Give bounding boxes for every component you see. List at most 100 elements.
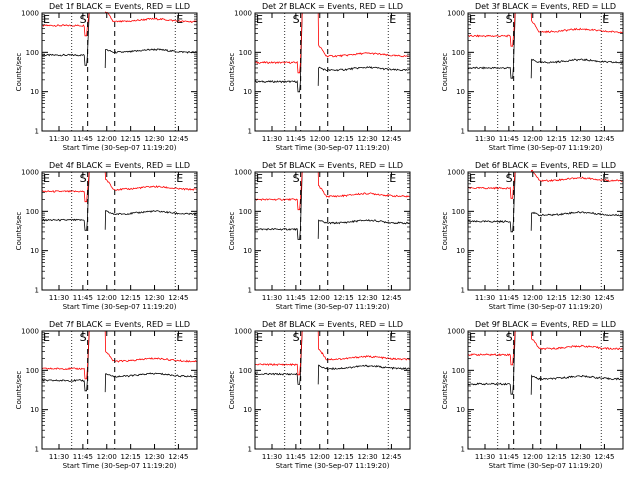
chart-panel: Det 8f BLACK = Events, RED = LLD E S E 1 10 10…: [228, 320, 411, 470]
x-tick-label: 11:45: [286, 135, 306, 143]
x-tick-label: 12:30: [570, 453, 590, 461]
y-axis-label: Counts/sec: [441, 53, 449, 92]
marker-source-label: S: [506, 13, 513, 26]
y-axis-label: Counts/sec: [15, 212, 23, 251]
x-tick-label: 12:00: [310, 135, 330, 143]
y-tick-label: 1000: [234, 169, 252, 177]
y-tick-label: 1000: [447, 10, 465, 18]
y-tick-label: 1: [35, 446, 39, 454]
y-tick-label: 1000: [234, 10, 252, 18]
series-line-events-after: [317, 219, 410, 239]
plot-frame: [41, 12, 198, 132]
marker-start-label: E: [256, 172, 263, 185]
series-line-lld: [467, 12, 516, 47]
series-line-events: [467, 12, 516, 79]
x-tick-label: 11:45: [499, 453, 519, 461]
x-axis-label: Start Time (30-Sep-07 11:19:20): [276, 462, 390, 470]
x-tick-label: 12:45: [168, 135, 188, 143]
y-tick-label: 10: [30, 406, 39, 414]
y-axis-label: Counts/sec: [15, 371, 23, 410]
y-axis-label: Counts/sec: [228, 371, 236, 410]
y-tick-label: 1: [248, 128, 252, 136]
x-tick-label: 12:45: [168, 453, 188, 461]
chart-panel: Det 6f BLACK = Events, RED = LLD E S E 1 10 10…: [441, 161, 624, 311]
y-tick-label: 10: [243, 88, 252, 96]
marker-end-label: E: [389, 331, 396, 344]
plot-frame: [467, 330, 624, 450]
x-tick-label: 11:30: [49, 135, 69, 143]
y-tick-label: 1000: [21, 10, 39, 18]
series-line-lld-after: [104, 330, 197, 363]
x-tick-label: 12:15: [334, 135, 354, 143]
x-tick-label: 12:15: [547, 135, 567, 143]
x-tick-label: 11:30: [262, 453, 282, 461]
chart-title: Det 8f BLACK = Events, RED = LLD: [262, 320, 403, 329]
series-line-events: [41, 330, 90, 392]
x-tick-label: 12:00: [523, 453, 543, 461]
y-tick-label: 1: [461, 128, 465, 136]
x-tick-label: 11:30: [49, 453, 69, 461]
x-axis-label: Start Time (30-Sep-07 11:19:20): [63, 303, 177, 311]
x-tick-label: 12:00: [97, 453, 117, 461]
series-line-lld-after: [530, 330, 623, 351]
marker-end-label: E: [389, 13, 396, 26]
marker-end-label: E: [602, 331, 609, 344]
x-tick-label: 12:45: [381, 453, 401, 461]
x-tick-label: 12:45: [381, 135, 401, 143]
plot-frame: [254, 330, 411, 450]
x-axis-label: Start Time (30-Sep-07 11:19:20): [276, 303, 390, 311]
chart-title: Det 4f BLACK = Events, RED = LLD: [49, 161, 190, 170]
marker-start-label: E: [469, 172, 476, 185]
series-line-events-after: [104, 210, 197, 230]
y-tick-label: 100: [452, 49, 465, 57]
x-tick-label: 11:45: [73, 453, 93, 461]
y-axis-label: Counts/sec: [441, 212, 449, 251]
marker-source-label: S: [293, 331, 300, 344]
x-tick-label: 12:30: [357, 453, 377, 461]
y-tick-label: 10: [456, 406, 465, 414]
marker-source-label: S: [293, 13, 300, 26]
series-line-events-after: [104, 48, 197, 68]
x-tick-label: 11:45: [73, 294, 93, 302]
chart-title: Det 9f BLACK = Events, RED = LLD: [475, 320, 616, 329]
x-tick-label: 12:30: [144, 135, 164, 143]
x-tick-label: 12:00: [523, 135, 543, 143]
marker-source-label: S: [80, 331, 87, 344]
series-line-lld: [41, 171, 90, 203]
y-axis-label: Counts/sec: [441, 371, 449, 410]
chart-title: Det 2f BLACK = Events, RED = LLD: [262, 2, 403, 11]
x-axis-label: Start Time (30-Sep-07 11:19:20): [489, 462, 603, 470]
series-line-lld: [41, 330, 90, 380]
x-axis-label: Start Time (30-Sep-07 11:19:20): [63, 462, 177, 470]
y-tick-label: 1000: [447, 169, 465, 177]
chart-panel: Det 3f BLACK = Events, RED = LLD E S E 1 10 10…: [441, 2, 624, 152]
x-tick-label: 12:30: [357, 135, 377, 143]
marker-end-label: E: [602, 13, 609, 26]
plot-frame: [41, 330, 198, 450]
y-tick-label: 1000: [21, 169, 39, 177]
chart-panel: Det 2f BLACK = Events, RED = LLD E S E 1 10 10…: [228, 2, 411, 152]
chart-title: Det 3f BLACK = Events, RED = LLD: [475, 2, 616, 11]
x-tick-label: 12:45: [594, 453, 614, 461]
y-tick-label: 10: [456, 247, 465, 255]
series-line-lld-after: [104, 11, 197, 24]
y-tick-label: 1: [248, 446, 252, 454]
marker-end-label: E: [176, 331, 183, 344]
chart-title: Det 6f BLACK = Events, RED = LLD: [475, 161, 616, 170]
marker-end-label: E: [389, 172, 396, 185]
series-line-events: [254, 171, 303, 240]
x-tick-label: 11:30: [475, 453, 495, 461]
series-line-lld: [41, 12, 90, 37]
series-line-events: [41, 12, 90, 66]
series-line-lld: [254, 12, 303, 74]
x-tick-label: 11:45: [286, 294, 306, 302]
series-line-events-after: [530, 211, 623, 231]
x-tick-label: 12:00: [97, 135, 117, 143]
x-tick-label: 12:45: [594, 135, 614, 143]
marker-source-label: S: [80, 172, 87, 185]
marker-start-label: E: [43, 172, 50, 185]
marker-source-label: S: [293, 172, 300, 185]
x-tick-label: 12:30: [570, 135, 590, 143]
y-tick-label: 100: [26, 208, 39, 216]
